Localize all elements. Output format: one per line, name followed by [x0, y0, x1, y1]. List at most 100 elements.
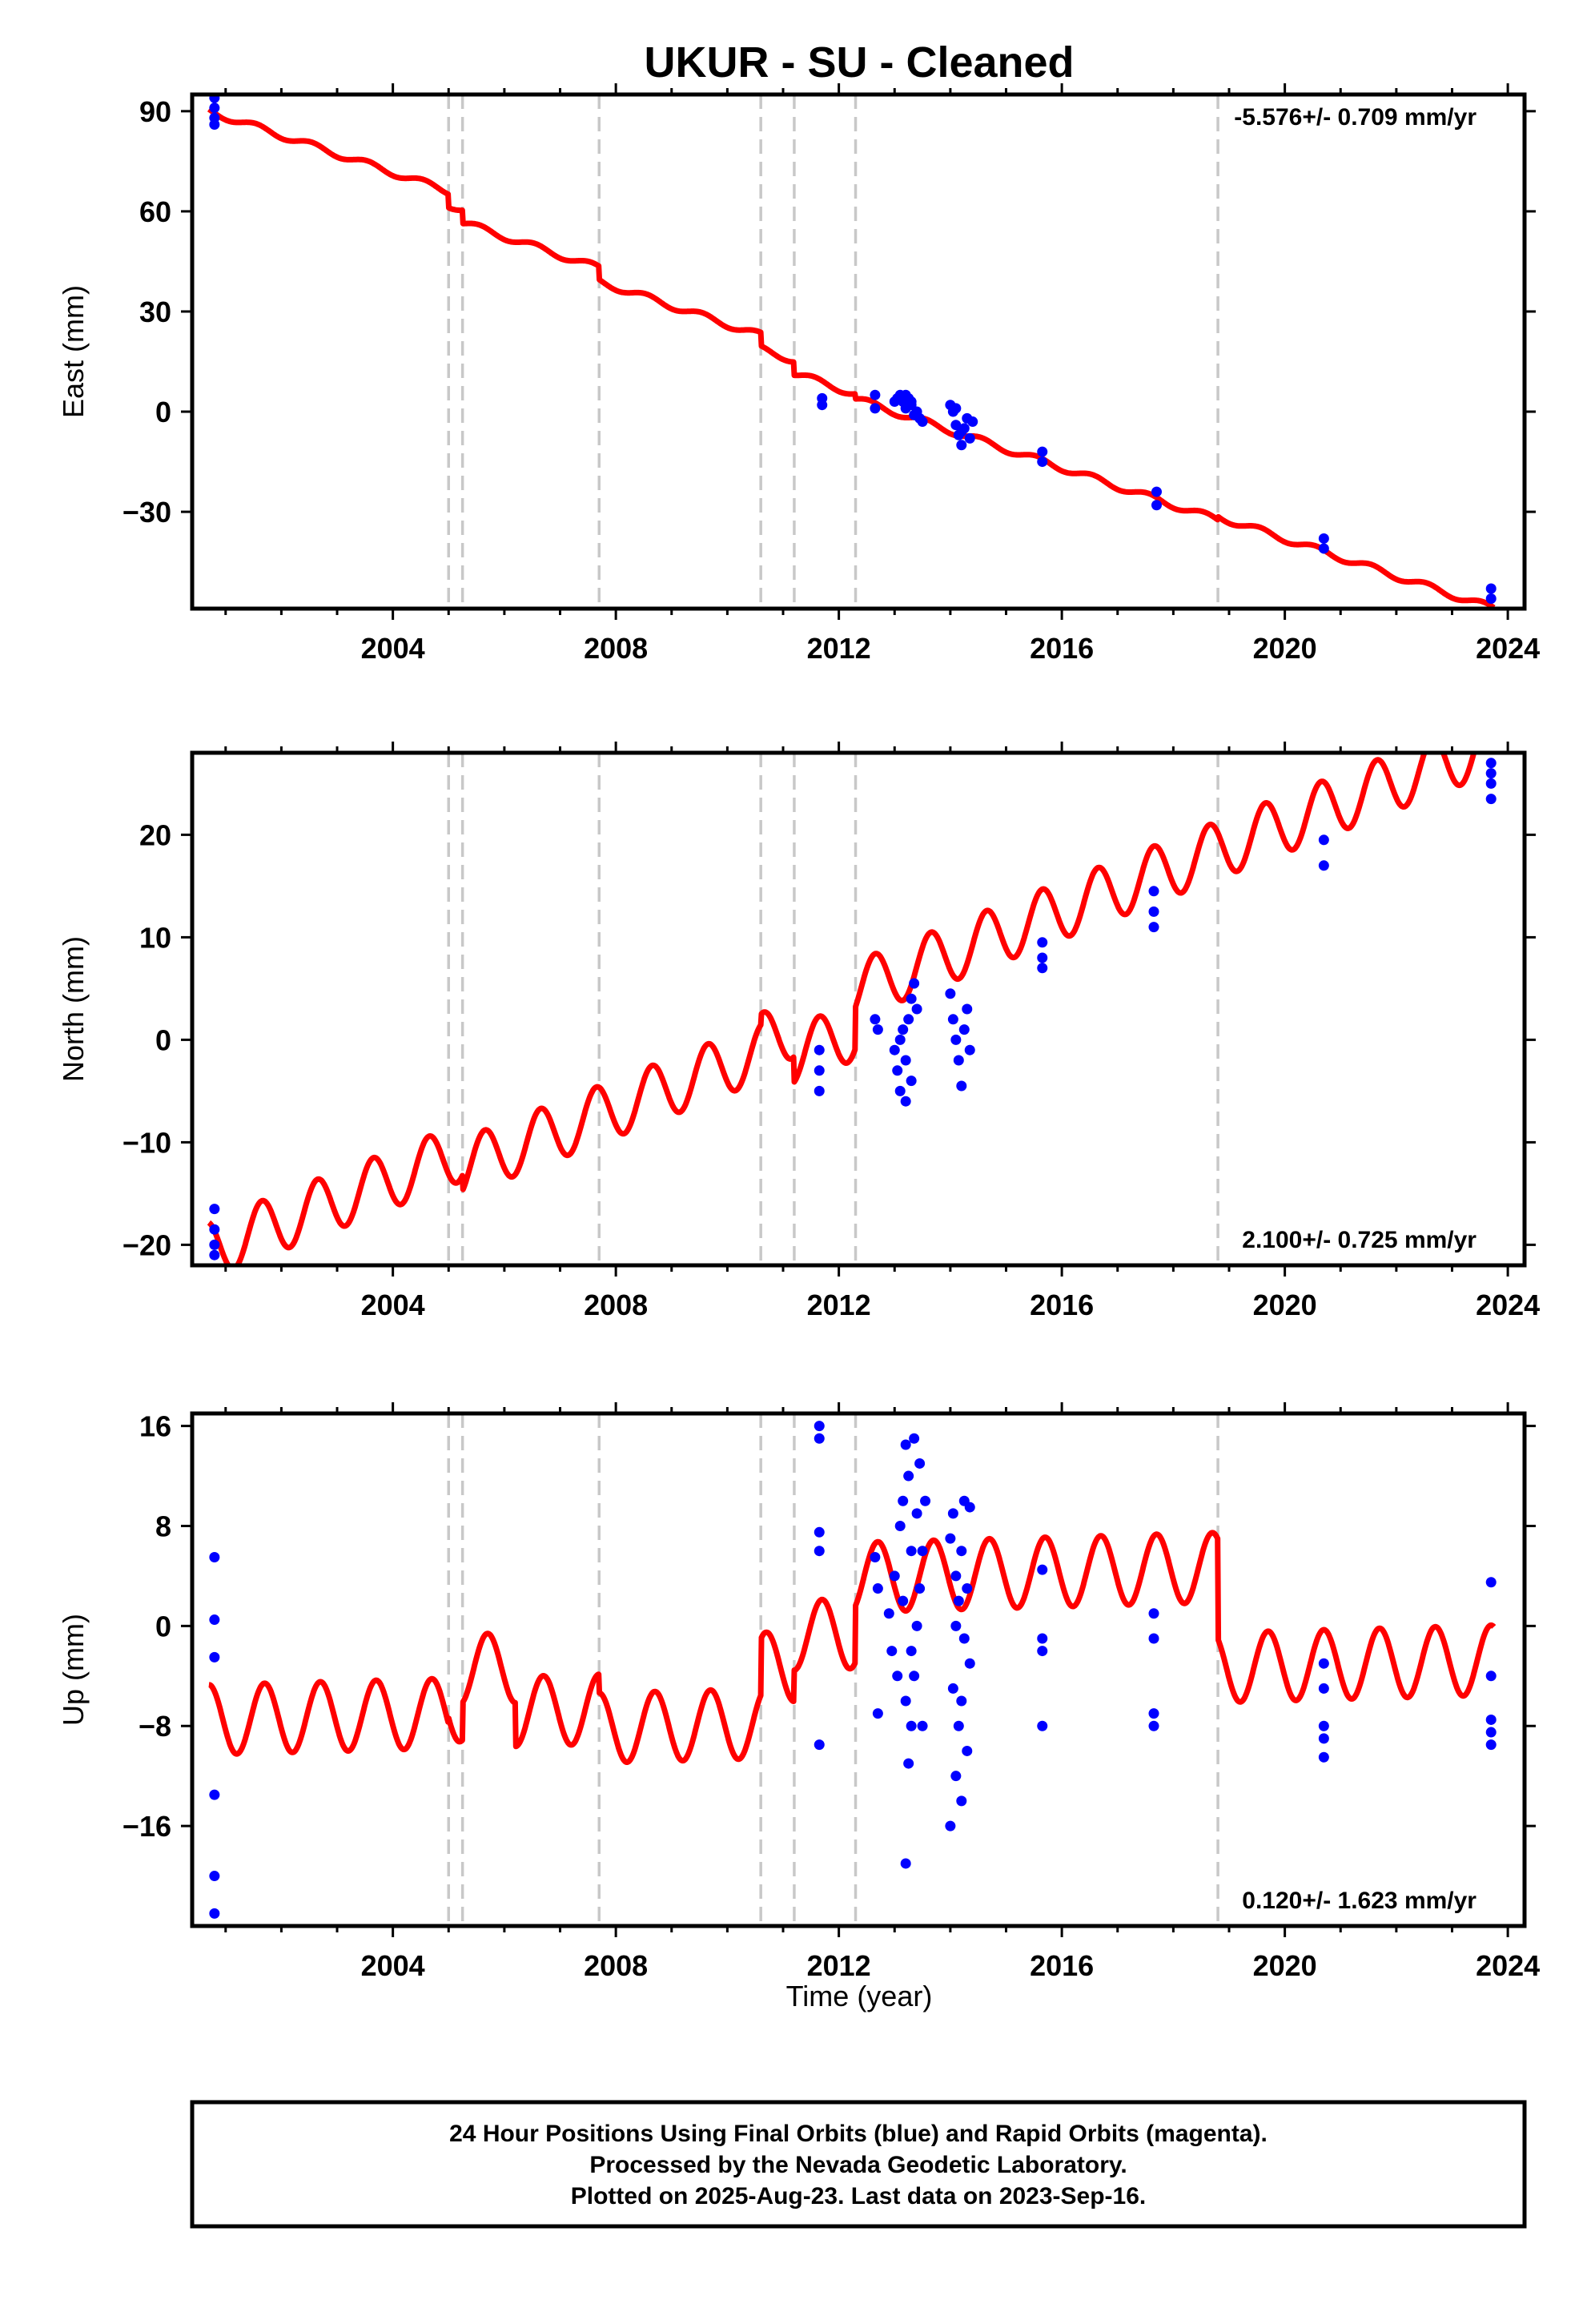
data-point: [900, 1055, 911, 1066]
data-point: [1037, 446, 1048, 457]
data-point: [1148, 1633, 1159, 1644]
model-line: [207, 753, 1477, 1265]
data-point: [1485, 768, 1497, 779]
data-point: [962, 1583, 973, 1594]
data-point: [889, 1044, 900, 1055]
data-point: [947, 1014, 958, 1025]
data-point: [1037, 456, 1048, 468]
x-tick-label: 2012: [807, 1949, 871, 1982]
data-point: [967, 416, 978, 428]
footer-line-2: Processed by the Nevada Geodetic Laborat…: [589, 2152, 1127, 2178]
data-point: [950, 1570, 962, 1582]
y-tick-label: 0: [155, 1023, 171, 1056]
data-point: [1485, 1714, 1497, 1725]
data-point: [909, 1671, 920, 1682]
data-point: [1037, 1633, 1048, 1644]
data-point: [962, 1003, 973, 1015]
panel-north: 2004 2008 2012 2016 2020 2024 20 10 0 −10 −20 North…: [57, 742, 1540, 1321]
data-point: [1485, 1727, 1497, 1738]
data-point: [958, 1633, 970, 1644]
data-point: [947, 1683, 958, 1694]
x-tick-label: 2012: [807, 1289, 871, 1321]
data-point: [1318, 543, 1329, 554]
data-point: [945, 1533, 956, 1544]
data-point: [900, 1096, 911, 1107]
data-point: [886, 1646, 898, 1657]
data-point: [872, 1583, 883, 1594]
data-point: [1148, 1608, 1159, 1619]
y-tick-label: −8: [139, 1710, 171, 1743]
footer-line-3: Plotted on 2025-Aug-23. Last data on 202…: [571, 2183, 1147, 2209]
y-tick-label: 60: [139, 195, 171, 228]
data-point: [1485, 1671, 1497, 1682]
data-point: [209, 119, 220, 131]
y-axis-label: East (mm): [57, 285, 90, 418]
panel-frame: [190, 92, 1527, 611]
data-point: [903, 1014, 914, 1025]
data-point: [898, 1595, 909, 1606]
y-axis-label: Up (mm): [57, 1614, 90, 1726]
y-tick-label: −10: [123, 1126, 171, 1159]
panel-east: 2004 2008 2012 2016 2020 2024 90 60 30 0 −30 East (…: [57, 83, 1540, 665]
data-point: [898, 1495, 909, 1506]
data-point: [909, 978, 920, 989]
data-point: [209, 94, 220, 103]
y-tick-label: 10: [139, 921, 171, 954]
data-point: [1151, 500, 1162, 511]
y-tick-label: 8: [155, 1510, 171, 1542]
data-point: [1485, 583, 1497, 594]
data-point: [1037, 1720, 1048, 1731]
data-point: [911, 1003, 922, 1015]
data-point: [814, 1065, 825, 1076]
data-point: [209, 1552, 220, 1563]
data-point: [814, 1421, 825, 1432]
data-point: [1148, 906, 1159, 917]
data-point: [964, 432, 975, 444]
data-point: [892, 1671, 903, 1682]
data-point: [892, 1065, 903, 1076]
data-point: [872, 1708, 883, 1719]
data-point: [209, 1249, 220, 1261]
data-point: [950, 403, 962, 414]
data-point: [209, 103, 220, 114]
x-tick-label: 2016: [1030, 1949, 1094, 1982]
data-point: [906, 396, 917, 408]
panel-up: 2004 2008 2012 2016 2020 2024 16 8 0 −8 −16 Up (mm)…: [57, 1402, 1540, 1982]
data-point: [817, 400, 828, 411]
data-point: [953, 1720, 964, 1731]
data-point: [920, 1495, 931, 1506]
data-point: [1485, 778, 1497, 789]
data-point: [898, 1024, 909, 1035]
data-point: [870, 389, 881, 400]
data-point: [209, 1789, 220, 1800]
y-tick-label: 0: [155, 1610, 171, 1642]
plot-area: [192, 1413, 1525, 1926]
data-point: [209, 1204, 220, 1215]
data-point: [903, 1470, 914, 1482]
y-tick-label: −16: [123, 1810, 171, 1843]
data-point: [1148, 1708, 1159, 1719]
data-point: [953, 1595, 964, 1606]
data-point: [209, 1651, 220, 1663]
data-point: [906, 993, 917, 1004]
data-point: [956, 1695, 967, 1707]
panel-frame: [190, 1411, 1527, 1928]
data-point: [911, 1620, 922, 1631]
data-point: [917, 1546, 928, 1557]
y-tick-label: −20: [123, 1228, 171, 1261]
data-point: [814, 1433, 825, 1444]
data-point: [209, 1908, 220, 1919]
x-tick-label: 2020: [1253, 1949, 1317, 1982]
data-point: [945, 1820, 956, 1831]
data-point: [870, 1552, 881, 1563]
model-line: [207, 1530, 1497, 1765]
y-tick-label: −30: [123, 496, 171, 529]
data-point: [1037, 963, 1048, 974]
x-tick-label: 2008: [584, 632, 648, 665]
data-point: [1318, 1720, 1329, 1731]
data-point: [1148, 886, 1159, 897]
footer-box: 24 Hour Positions Using Final Orbits (bl…: [190, 2100, 1527, 2229]
x-tick-label: 2024: [1476, 1949, 1540, 1982]
data-point: [914, 1583, 926, 1594]
